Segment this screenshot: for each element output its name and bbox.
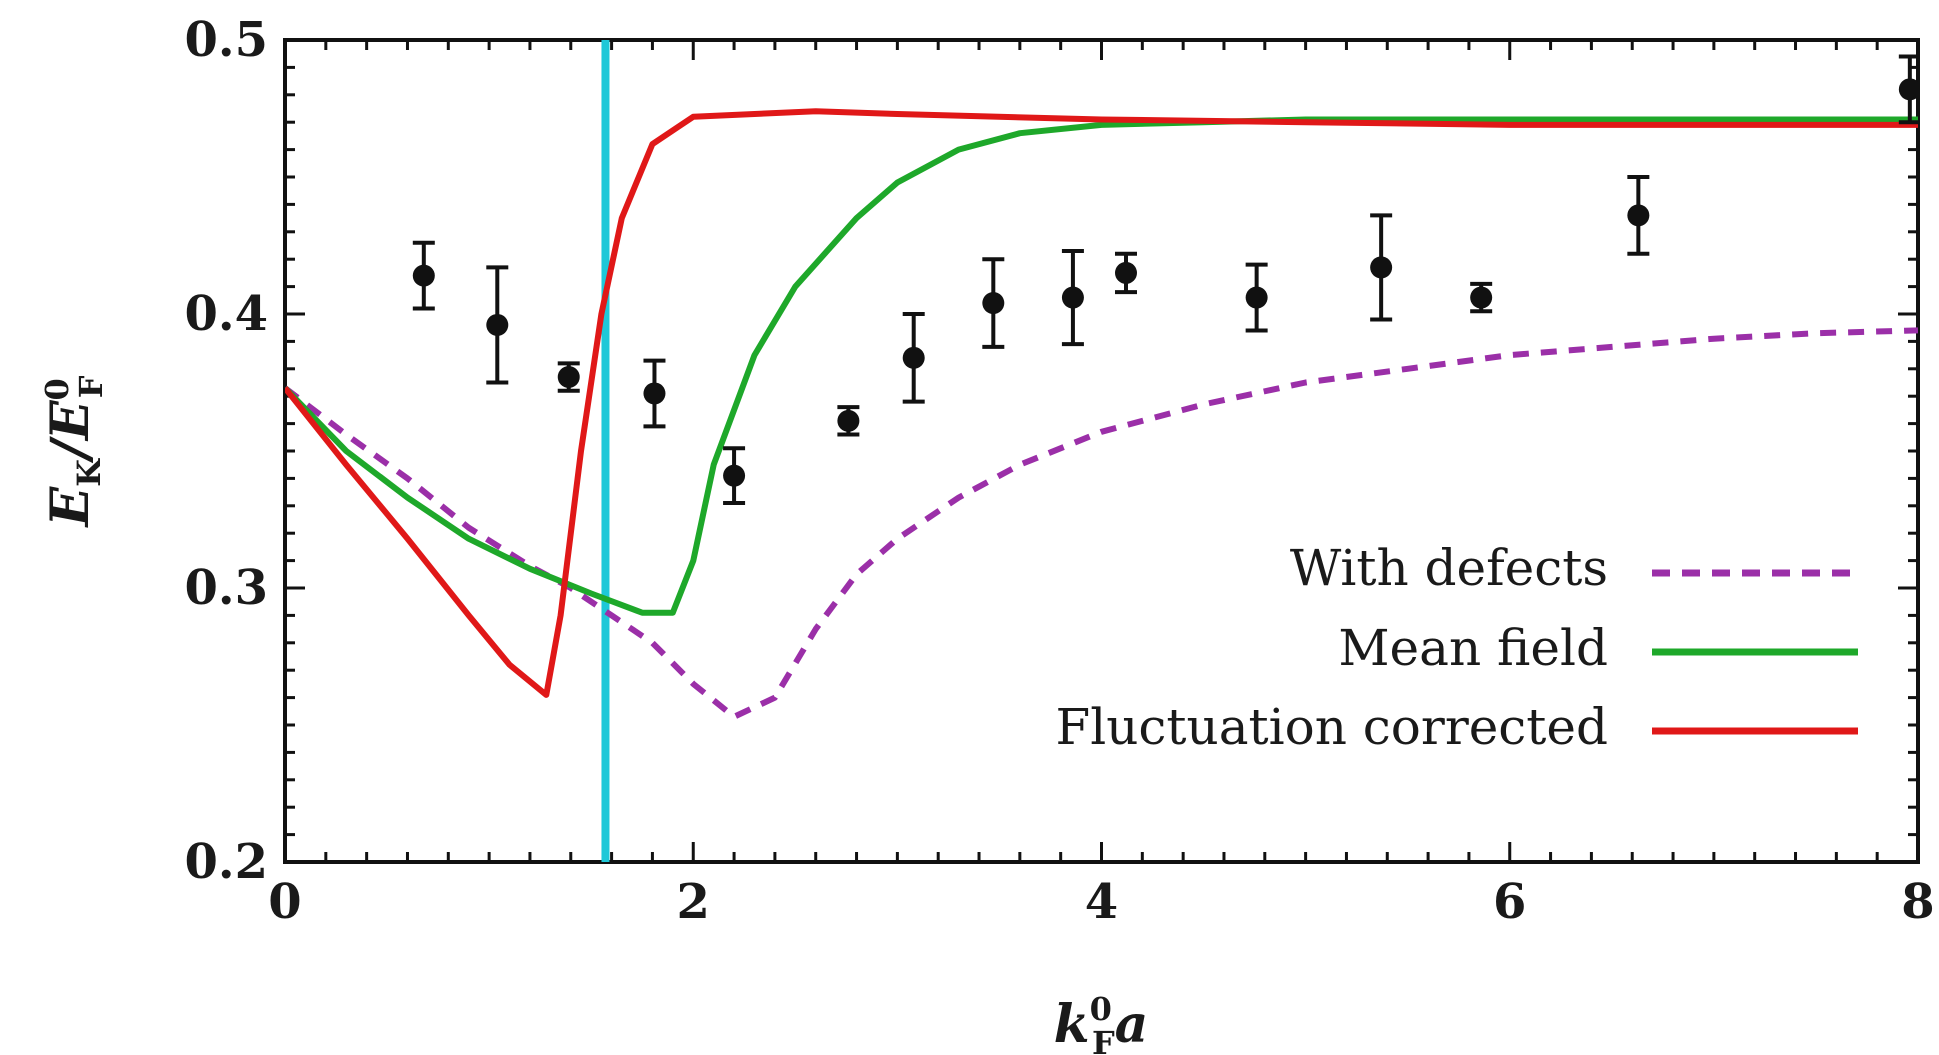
svg-text:EK/E0F: EK/E0F	[38, 375, 110, 528]
x-tick-label: 4	[1085, 874, 1118, 930]
x-axis-label: k0 Fa	[1054, 990, 1149, 1055]
tick-labels: 0 2 4 6 8 0.2 0.3 0.4 0.5	[184, 12, 1934, 930]
x-tick-label: 8	[1901, 874, 1934, 930]
y-tick-label: 0.4	[184, 286, 268, 342]
y-axis-label-denominator-sub: F	[72, 375, 110, 398]
x-tick-label: 2	[677, 874, 710, 930]
data-point	[723, 464, 746, 487]
data-point	[557, 366, 580, 389]
series-line-mean-field	[285, 116, 1918, 616]
legend-label-mean-field: Mean field	[1338, 619, 1608, 677]
x-axis-label-sub: F	[1092, 1024, 1115, 1055]
data-point	[982, 292, 1005, 315]
y-tick-label: 0.3	[184, 560, 268, 616]
y-tick-label: 0.2	[184, 834, 268, 890]
y-axis-label-denominator: E	[40, 399, 101, 442]
legend-label-with-defects: With defects	[1290, 539, 1608, 597]
x-axis-label-sup: 0	[1090, 990, 1112, 1028]
x-tick-label: 6	[1493, 874, 1526, 930]
data-point	[1370, 256, 1393, 279]
y-axis-label-denominator-sup: 0	[38, 378, 76, 400]
data-point	[1245, 286, 1268, 309]
data-point	[1114, 261, 1137, 284]
legend-label-fluctuation-corrected: Fluctuation corrected	[1056, 698, 1608, 756]
y-tick-label: 0.5	[184, 12, 268, 68]
series-layer	[285, 40, 1918, 862]
series-line-with-defects	[285, 327, 1918, 720]
y-axis-label: EK/E0F	[38, 375, 110, 528]
y-axis-label-numerator: E	[40, 486, 101, 529]
x-axis-label-tail: a	[1115, 994, 1149, 1055]
data-point	[1627, 204, 1650, 227]
data-point	[1470, 286, 1493, 309]
series-line-fluctuation-corrected	[285, 108, 1918, 698]
y-axis-label-numerator-sub: K	[70, 458, 108, 487]
data-point	[1898, 78, 1918, 101]
data-point	[902, 346, 925, 369]
x-axis-label-main: k	[1054, 994, 1090, 1055]
data-point	[412, 264, 435, 287]
axis-ticks	[283, 38, 1920, 864]
x-tick-label: 0	[268, 874, 301, 930]
data-point	[643, 382, 666, 405]
data-point	[486, 313, 509, 336]
legend: With defects Mean field Fluctuation corr…	[1056, 539, 1858, 756]
data-point	[1061, 286, 1084, 309]
data-point	[837, 409, 860, 432]
